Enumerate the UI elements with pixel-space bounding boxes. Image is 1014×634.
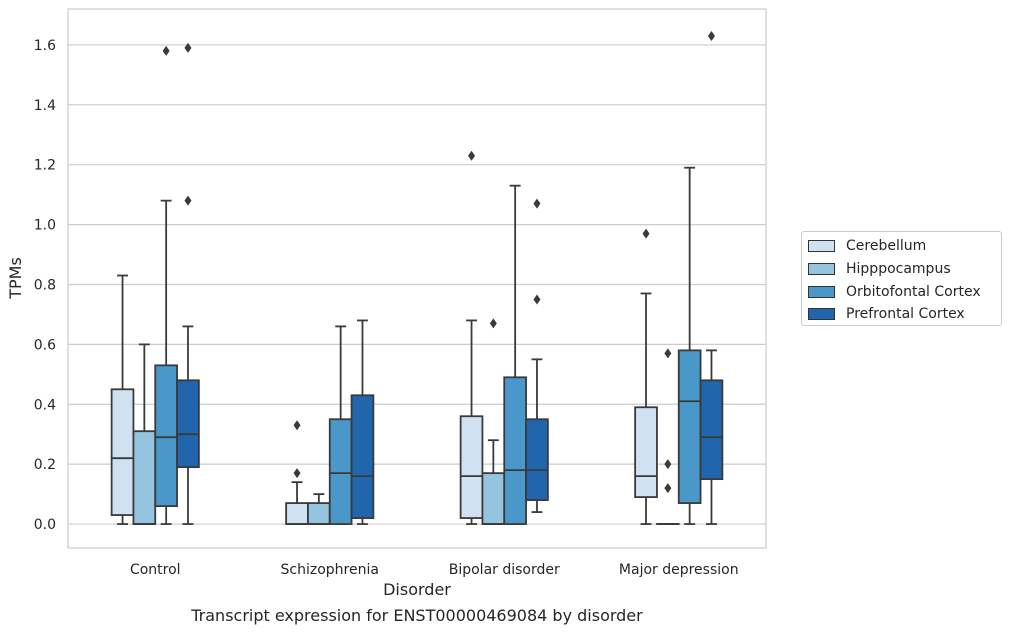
box-prefrontal-cortex: [699, 30, 724, 525]
box-prefrontal-cortex: [176, 42, 200, 525]
box-cerebellum: [634, 228, 658, 525]
y-tick-label: 0.6: [34, 337, 56, 353]
legend-label: Orbitofontal Cortex: [846, 283, 981, 300]
legend: Cerebellum Hipppocampus Orbitofontal Corte…: [801, 231, 1002, 326]
box-cerebellum: [459, 150, 484, 525]
box-body: [677, 349, 702, 504]
y-tick-label: 0.4: [34, 397, 56, 413]
x-tick-label: Bipolar disorder: [449, 562, 560, 578]
outlier-point: [707, 30, 715, 41]
x-tick-label: Control: [130, 562, 181, 578]
outlier-point: [489, 318, 497, 329]
box-body: [176, 379, 200, 469]
y-tick-label: 0.2: [34, 457, 56, 473]
y-tick-label: 0.0: [34, 517, 56, 533]
box-body: [525, 418, 549, 501]
box-orbitofontal-cortex: [154, 45, 178, 525]
outlier-point: [664, 483, 672, 494]
y-tick-label: 1.4: [34, 98, 56, 114]
legend-label: Hipppocampus: [846, 261, 951, 278]
x-tick-label: Schizophrenia: [281, 562, 379, 578]
box-orbitofontal-cortex: [677, 166, 702, 525]
outlier-point: [184, 42, 192, 53]
outlier-point: [664, 348, 672, 359]
legend-swatch: [808, 285, 835, 298]
figure-caption: Transcript expression for ENST0000046908…: [191, 606, 643, 625]
legend-item: Prefrontal Cortex: [808, 303, 1001, 326]
x-tick-labels: Control Schizophrenia Bipolar disorder Majo…: [130, 562, 739, 578]
outlier-point: [293, 420, 301, 431]
box-body: [699, 379, 724, 481]
y-tick-label: 1.6: [34, 38, 56, 54]
outlier-point: [293, 468, 301, 479]
outlier-point: [468, 150, 476, 161]
outlier-point: [664, 459, 672, 470]
outlier-point: [533, 198, 541, 209]
box-body: [132, 430, 157, 525]
legend-item: Hipppocampus: [808, 258, 1001, 281]
box-orbitofontal-cortex: [503, 184, 527, 525]
y-tick-label: 1.0: [34, 218, 56, 234]
legend-item: Orbitofontal Cortex: [808, 280, 1001, 303]
box-body: [634, 406, 658, 498]
box-body: [503, 376, 527, 525]
box-body: [481, 472, 506, 525]
box-body: [328, 418, 353, 525]
box-body: [285, 502, 309, 525]
legend-swatch: [808, 263, 835, 276]
legend-item: Cerebellum: [808, 235, 1001, 258]
y-tick-label: 0.8: [34, 277, 56, 293]
box-hipppocampus: [656, 348, 680, 525]
y-tick-label: 1.2: [34, 158, 56, 174]
y-axis-label: TPMs: [6, 257, 25, 300]
x-tick-label: Major depression: [619, 562, 739, 578]
legend-swatch: [808, 240, 835, 253]
box-prefrontal-cortex: [350, 319, 375, 525]
box-body: [154, 364, 178, 507]
box-prefrontal-cortex: [525, 198, 549, 513]
outlier-point: [162, 45, 170, 56]
y-tick-labels: 0.0 0.2 0.4 0.6 0.8 1.0 1.2 1.4 1.6: [34, 38, 56, 533]
boxes: [110, 30, 724, 525]
outlier-point: [184, 195, 192, 206]
legend-label: Cerebellum: [846, 238, 927, 255]
box-body: [307, 502, 331, 525]
legend-label: Prefrontal Cortex: [846, 306, 965, 323]
box-body: [459, 415, 484, 519]
outlier-point: [533, 294, 541, 305]
box-body: [110, 388, 135, 516]
outlier-point: [642, 228, 650, 239]
box-cerebellum: [285, 420, 309, 525]
legend-swatch: [808, 308, 835, 321]
x-axis-label: Disorder: [383, 580, 451, 599]
box-body: [350, 394, 375, 519]
